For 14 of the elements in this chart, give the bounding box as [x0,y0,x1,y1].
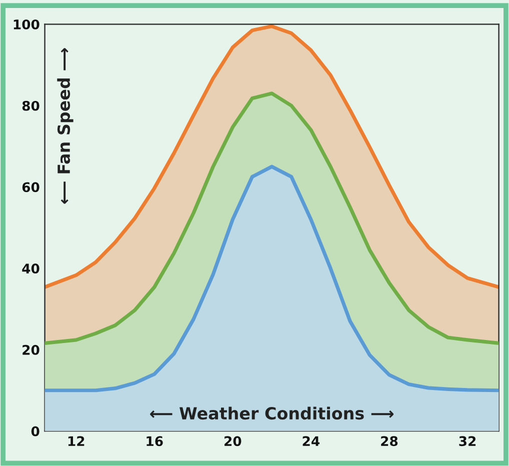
y-tick-label: 40 [22,264,40,274]
y-tick-label: 80 [22,100,40,111]
y-tick-label: 100 [14,19,40,30]
x-axis-title: ⟵ Weather Conditions ⟶ [150,406,394,420]
x-tick-label: 24 [302,436,320,446]
x-tick-label: 16 [146,436,163,446]
y-tick-label: 0 [31,426,40,436]
y-tick-label: 60 [22,182,40,192]
x-tick-label: 12 [68,436,84,446]
y-tick-label: 20 [22,344,40,355]
x-tick-label: 32 [459,436,476,446]
x-tick-label: 28 [381,436,398,446]
y-axis-title: ⟵ Fan Speed ⟶ [57,48,74,204]
x-tick-label: 20 [224,436,242,446]
